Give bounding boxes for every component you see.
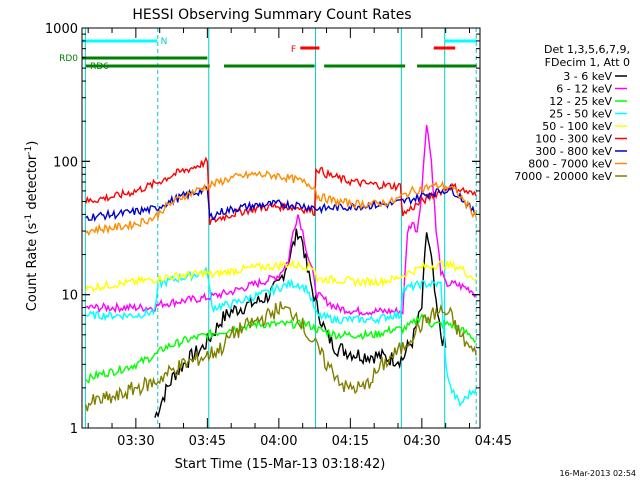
legend-label: 100 - 300 keV	[535, 133, 612, 146]
y-axis-label-main: Count Rate (s	[25, 223, 40, 312]
x-tick-label: 03:30	[117, 434, 154, 449]
y-tick-label: 100	[53, 155, 78, 170]
legend-label: 300 - 800 keV	[535, 145, 612, 158]
series-line-5	[85, 156, 477, 226]
legend-header-line-1: Det 1,3,5,6,7,9,	[544, 43, 630, 56]
y-axis-label-sup1: -1	[24, 214, 34, 223]
legend-label: 12 - 25 keV	[549, 95, 612, 108]
series-line-1	[85, 124, 477, 317]
series-line-2	[85, 313, 477, 384]
series-line-8	[85, 301, 477, 412]
legend-header-line-2: FDecim 1, Att 0	[545, 56, 630, 69]
legend-label: 7000 - 20000 keV	[514, 170, 612, 183]
y-tick-label: 1	[70, 422, 78, 437]
x-tick-label: 04:00	[260, 434, 297, 449]
x-tick-label: 04:15	[332, 434, 369, 449]
legend-label: 6 - 12 keV	[556, 83, 612, 96]
plot-frame	[81, 27, 481, 429]
series-line-0	[154, 228, 447, 418]
y-axis-label-end: )	[25, 141, 40, 146]
plot-area: N F RD0 RD6 1 10 100 1000 03:30 03:45 04:00 04:15 04…	[45, 22, 512, 449]
legend-label: 25 - 50 keV	[549, 108, 612, 121]
y-axis-label: Count Rate (s-1 detector-1)	[24, 141, 40, 312]
y-axis-label-sup2: -1	[24, 146, 34, 155]
y-tick-label: 1000	[45, 22, 78, 37]
flag-label-rd6: RD6	[90, 62, 109, 72]
series-line-6	[85, 183, 477, 223]
timestamp: 16-Mar-2013 02:54	[560, 469, 637, 478]
x-tick-label: 04:30	[403, 434, 440, 449]
legend-label: 3 - 6 keV	[563, 70, 612, 83]
flag-label-f: F	[291, 45, 296, 55]
legend-label: 800 - 7000 keV	[528, 158, 612, 171]
x-tick-label: 04:45	[475, 434, 512, 449]
x-axis-label: Start Time (15-Mar-13 03:18:42)	[175, 457, 386, 472]
flag-label-rd0: RD0	[59, 54, 78, 64]
chart-title: HESSI Observing Summary Count Rates	[132, 7, 411, 23]
legend-label: 50 - 100 keV	[542, 120, 612, 133]
series-line-7	[85, 169, 477, 237]
series-line-3	[85, 266, 477, 408]
series-line-4	[85, 258, 477, 293]
x-tick-label: 03:45	[189, 434, 226, 449]
flag-label-n: N	[161, 37, 168, 47]
y-tick-label: 10	[61, 289, 78, 304]
y-axis-label-mid: detector	[25, 154, 40, 214]
